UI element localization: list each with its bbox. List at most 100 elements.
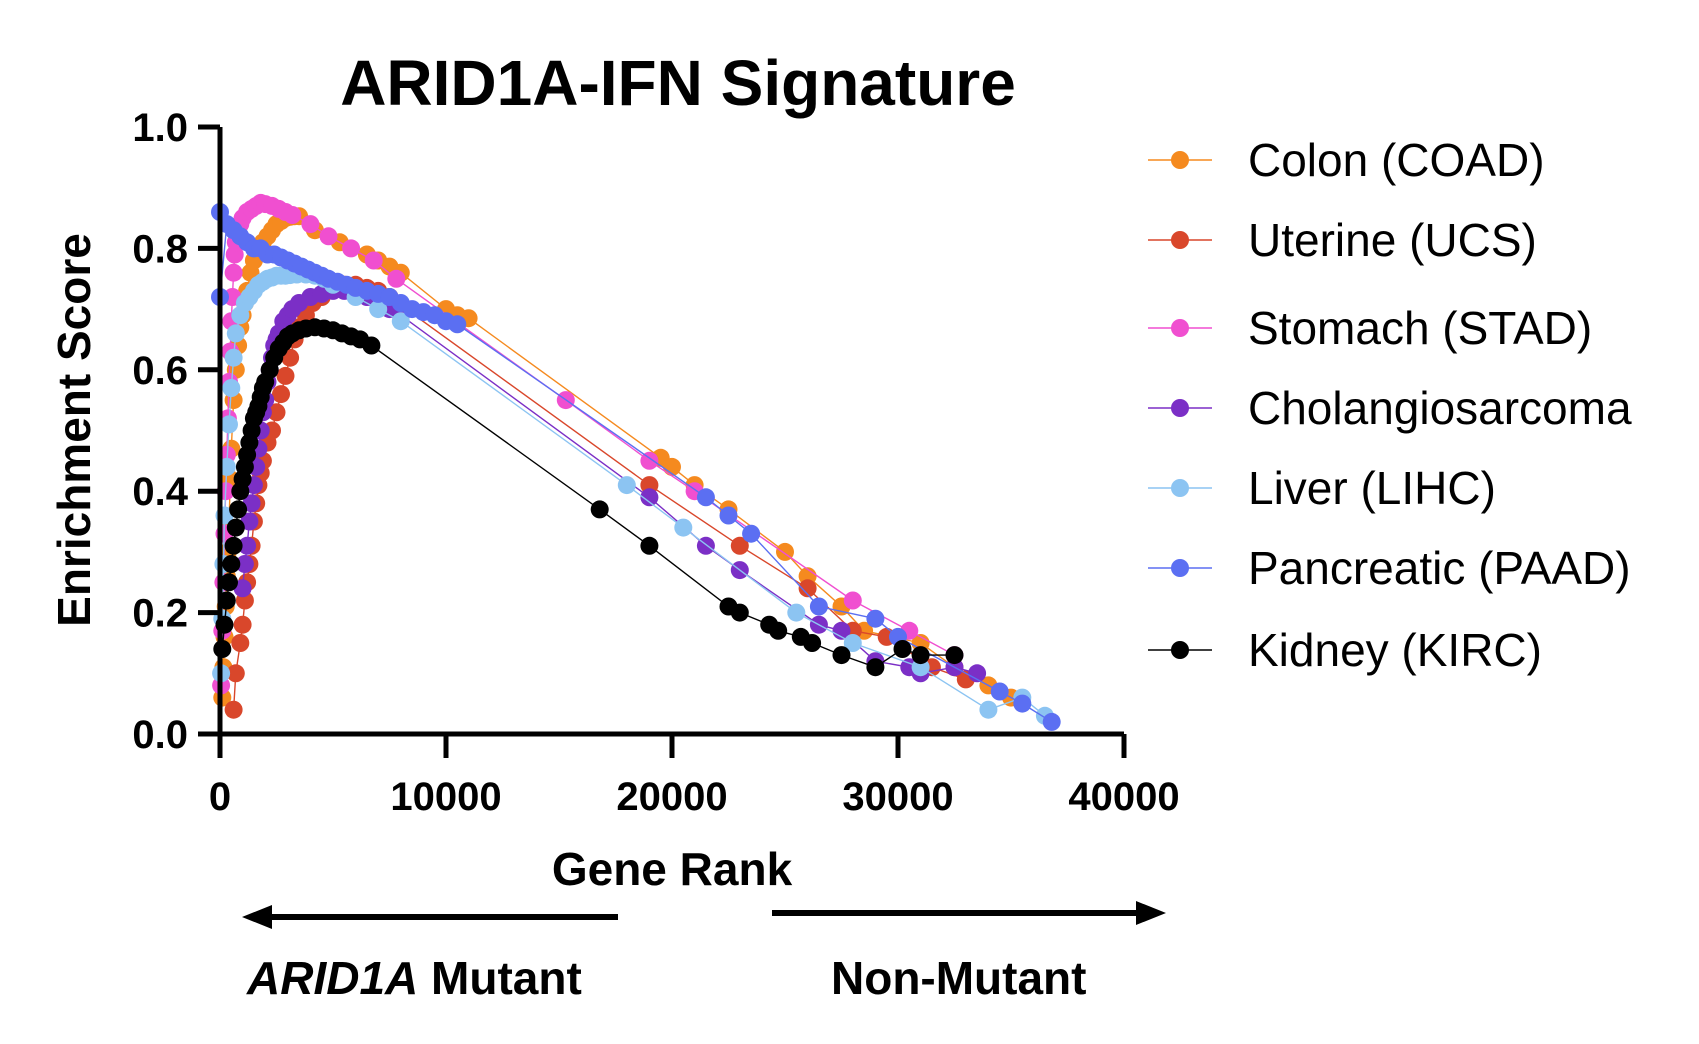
data-point — [866, 658, 885, 677]
legend-item: Stomach (STAD) — [1148, 302, 1592, 354]
x-tick-label: 10000 — [390, 775, 501, 819]
data-point — [769, 621, 788, 640]
mutant-label-rest: Mutant — [418, 952, 582, 1004]
data-point — [640, 488, 659, 507]
data-point — [719, 506, 738, 525]
data-point — [945, 646, 964, 665]
legend-item: Kidney (KIRC) — [1148, 624, 1542, 676]
data-point — [364, 251, 383, 270]
y-tick-label: 0.2 — [132, 592, 188, 636]
data-point — [226, 664, 245, 683]
legend-item: Cholangiosarcoma — [1148, 382, 1632, 434]
plot-area — [211, 193, 1061, 731]
x-tick-label: 40000 — [1068, 775, 1179, 819]
data-point — [1042, 712, 1061, 731]
legend-label: Liver (LIHC) — [1248, 462, 1496, 514]
data-point — [674, 518, 693, 537]
data-point — [319, 227, 338, 246]
y-tick-label: 0.6 — [132, 349, 188, 393]
mutant-label: ARID1A Mutant — [246, 952, 582, 1004]
data-point — [968, 664, 987, 683]
y-tick-label: 0.8 — [132, 227, 188, 271]
data-point — [220, 415, 238, 434]
legend-marker — [1171, 559, 1189, 577]
chart-title: ARID1A-IFN Signature — [340, 47, 1016, 119]
legend-marker — [1171, 399, 1189, 417]
y-tick-label: 0.4 — [132, 470, 188, 514]
data-point — [866, 609, 885, 628]
data-point — [787, 603, 806, 622]
x-axis-ticks: 0 10000 20000 30000 40000 — [209, 734, 1180, 819]
data-point — [369, 300, 388, 319]
data-point — [233, 579, 252, 598]
data-point — [224, 348, 243, 367]
data-point — [272, 385, 290, 404]
direction-arrow-left — [242, 905, 618, 929]
legend-item: Liver (LIHC) — [1148, 462, 1496, 514]
direction-arrow-right — [772, 901, 1166, 925]
data-point — [242, 494, 261, 513]
data-point — [590, 500, 609, 519]
data-point — [222, 555, 241, 573]
legend-item: Pancreatic (PAAD) — [1148, 542, 1631, 594]
data-point — [990, 682, 1009, 701]
x-tick-label: 0 — [209, 775, 231, 819]
data-point — [224, 536, 243, 555]
data-point — [240, 512, 259, 531]
data-point — [362, 336, 381, 355]
y-axis-ticks: 0.0 0.2 0.4 0.6 0.8 1.0 — [132, 106, 220, 757]
data-point — [798, 579, 817, 598]
data-point — [267, 403, 286, 422]
x-axis-label: Gene Rank — [552, 843, 793, 895]
data-point — [696, 488, 715, 507]
data-point — [220, 573, 238, 592]
y-tick-label: 0.0 — [132, 713, 188, 757]
data-point — [911, 646, 930, 665]
data-point — [730, 536, 749, 555]
data-point — [238, 536, 257, 555]
data-point — [276, 366, 295, 385]
data-point — [283, 206, 302, 224]
data-point — [843, 591, 862, 610]
data-point — [229, 500, 248, 519]
legend-label: Cholangiosarcoma — [1248, 382, 1632, 434]
x-tick-label: 20000 — [616, 775, 727, 819]
data-point — [231, 634, 250, 652]
data-point — [803, 634, 822, 652]
data-point — [226, 324, 245, 343]
legend-marker — [1171, 151, 1189, 169]
data-point — [640, 536, 659, 555]
legend-label: Colon (COAD) — [1248, 134, 1545, 186]
data-point — [893, 640, 912, 658]
legend-marker — [1171, 231, 1189, 249]
legend-label: Pancreatic (PAAD) — [1248, 542, 1631, 594]
data-point — [809, 597, 828, 616]
legend-marker — [1171, 319, 1189, 337]
y-tick-label: 1.0 — [132, 106, 188, 150]
data-point — [391, 312, 410, 331]
data-point — [742, 524, 761, 543]
data-point — [235, 555, 254, 573]
data-point — [832, 621, 851, 640]
legend-marker — [1171, 479, 1189, 497]
data-point — [226, 518, 245, 537]
legend-label: Stomach (STAD) — [1248, 302, 1592, 354]
series-1 — [224, 275, 975, 719]
legend: Colon (COAD) Uterine (UCS) Stomach (STAD) C… — [1148, 134, 1632, 676]
legend-marker — [1171, 641, 1189, 659]
legend-label: Uterine (UCS) — [1248, 214, 1537, 266]
data-point — [730, 603, 749, 622]
data-point — [224, 263, 243, 282]
data-point — [222, 379, 241, 397]
legend-item: Uterine (UCS) — [1148, 214, 1537, 266]
data-point — [979, 700, 998, 719]
data-point — [617, 476, 636, 495]
series-line — [221, 326, 955, 668]
non-mutant-label: Non-Mutant — [831, 952, 1086, 1004]
data-point — [301, 215, 320, 234]
mutant-label-gene: ARID1A — [246, 952, 418, 1004]
data-point — [224, 700, 243, 719]
data-point — [843, 634, 862, 652]
data-point — [1013, 694, 1032, 713]
